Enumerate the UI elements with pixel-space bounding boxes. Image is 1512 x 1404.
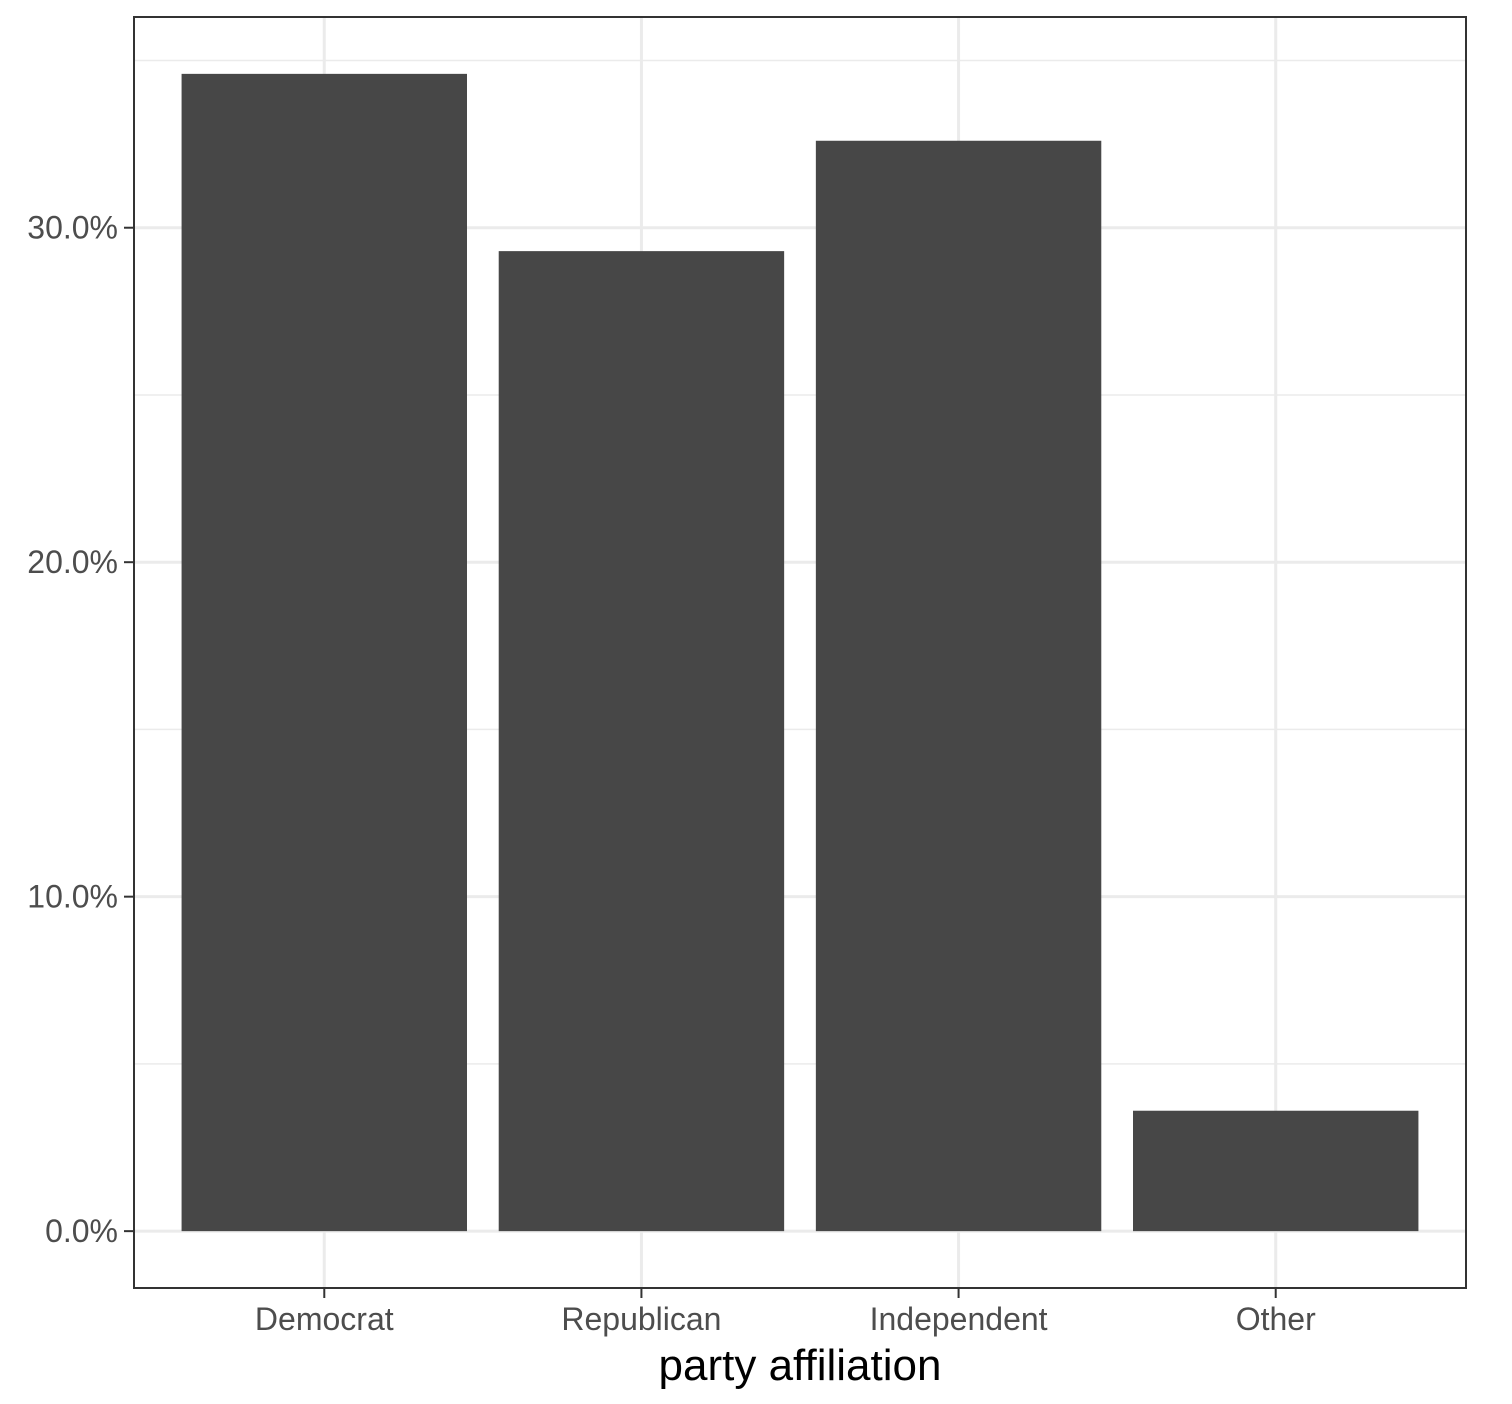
x-tick-label: Democrat	[255, 1301, 394, 1337]
axis-ticks	[124, 226, 1277, 1298]
y-tick-label: 20.0%	[27, 544, 118, 580]
x-axis-title: party affiliation	[659, 1341, 942, 1390]
bar-other	[1133, 1110, 1419, 1232]
x-tick-label: Republican	[561, 1301, 721, 1337]
panel-border	[133, 16, 1467, 1289]
bar-democrat	[181, 73, 468, 1232]
bar-independent	[815, 140, 1102, 1232]
y-tick-label: 0.0%	[45, 1213, 118, 1249]
bars	[181, 73, 1419, 1232]
x-tick-label: Independent	[870, 1301, 1048, 1337]
x-tick-label: Other	[1236, 1301, 1316, 1337]
y-tick-label: 10.0%	[27, 879, 118, 915]
bar-republican	[498, 251, 785, 1232]
y-axis-tick-labels: 0.0% 10.0% 20.0% 30.0%	[27, 210, 118, 1249]
y-tick-label: 30.0%	[27, 210, 118, 246]
x-axis-tick-labels: Democrat Republican Independent Other	[255, 1301, 1316, 1337]
